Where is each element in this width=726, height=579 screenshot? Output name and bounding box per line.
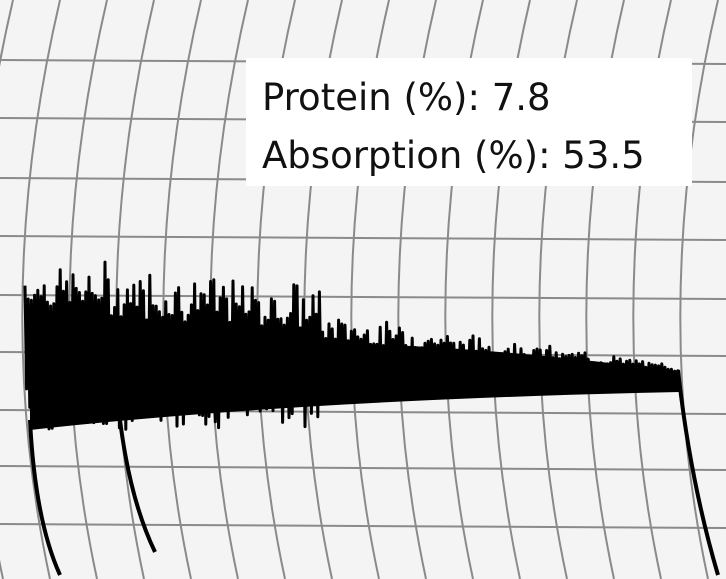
protein-label: Protein (%): 7.8	[262, 76, 551, 119]
recording-chart: Protein (%): 7.8 Absorption (%): 53.5	[0, 0, 726, 579]
page: {"annotations": ["Protein (%): 7.8", "Ab…	[0, 0, 726, 579]
absorption-label: Absorption (%): 53.5	[262, 134, 645, 177]
